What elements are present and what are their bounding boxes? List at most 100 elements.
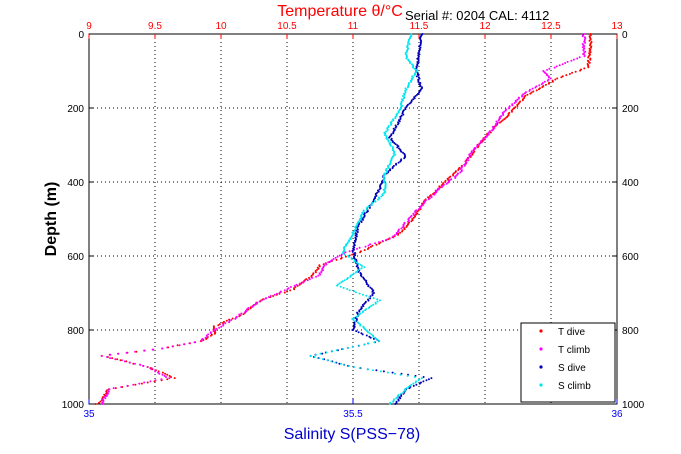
data-point bbox=[354, 240, 357, 243]
data-point bbox=[414, 211, 417, 214]
data-point bbox=[222, 324, 225, 327]
data-point bbox=[360, 267, 363, 270]
data-point bbox=[355, 315, 358, 318]
top-axis-title: Temperature θ/°C bbox=[277, 3, 403, 20]
data-point bbox=[260, 299, 263, 302]
data-point bbox=[243, 311, 246, 314]
data-point bbox=[107, 392, 109, 395]
data-point bbox=[376, 298, 379, 301]
data-point bbox=[410, 220, 413, 223]
data-point bbox=[365, 283, 368, 286]
top-axis-tick-label: 10 bbox=[215, 21, 227, 32]
data-point bbox=[355, 261, 358, 264]
data-point bbox=[367, 285, 370, 288]
data-point bbox=[494, 124, 497, 127]
data-point bbox=[342, 252, 345, 255]
data-point bbox=[273, 293, 276, 296]
data-point bbox=[139, 363, 142, 366]
data-point bbox=[401, 95, 404, 97]
data-point bbox=[412, 76, 415, 79]
data-point bbox=[353, 257, 356, 260]
data-point bbox=[561, 63, 564, 66]
data-point bbox=[104, 397, 107, 400]
data-point bbox=[114, 387, 117, 390]
data-point bbox=[360, 275, 363, 278]
legend-label: S climb bbox=[558, 381, 591, 392]
data-point bbox=[245, 310, 248, 313]
data-point bbox=[516, 105, 519, 107]
data-point bbox=[313, 356, 316, 358]
data-point bbox=[422, 380, 425, 383]
data-point bbox=[362, 305, 365, 308]
data-point bbox=[412, 382, 415, 385]
data-point bbox=[402, 391, 405, 394]
data-point bbox=[548, 67, 551, 70]
data-point bbox=[366, 248, 369, 250]
data-point bbox=[412, 384, 415, 387]
data-point bbox=[99, 400, 102, 403]
data-point bbox=[140, 382, 143, 385]
data-point bbox=[283, 289, 286, 292]
data-point bbox=[406, 374, 409, 377]
data-point bbox=[321, 269, 324, 272]
data-point bbox=[503, 110, 506, 113]
data-point bbox=[476, 145, 479, 148]
data-point bbox=[340, 362, 343, 365]
data-point bbox=[501, 119, 504, 122]
data-point bbox=[392, 400, 395, 403]
data-point bbox=[109, 353, 112, 356]
data-point bbox=[452, 174, 455, 177]
data-point bbox=[369, 286, 372, 289]
data-point bbox=[352, 345, 354, 348]
data-point bbox=[413, 376, 416, 378]
left-axis-tick-label: 1000 bbox=[62, 400, 85, 411]
legend-box bbox=[520, 322, 616, 403]
data-point bbox=[412, 66, 415, 69]
data-point bbox=[298, 282, 301, 285]
data-point bbox=[356, 231, 359, 233]
data-point bbox=[367, 244, 370, 247]
data-point bbox=[384, 187, 387, 190]
data-point bbox=[397, 111, 400, 114]
data-point bbox=[534, 86, 537, 89]
data-point bbox=[370, 333, 373, 336]
data-point bbox=[314, 353, 317, 356]
data-point bbox=[365, 334, 368, 337]
data-point bbox=[373, 341, 376, 344]
data-point bbox=[329, 260, 332, 263]
data-point bbox=[295, 283, 298, 286]
data-point bbox=[485, 135, 488, 138]
data-point bbox=[416, 93, 418, 96]
data-point bbox=[325, 351, 328, 354]
data-point bbox=[342, 363, 345, 366]
data-point bbox=[352, 253, 355, 256]
data-point bbox=[427, 198, 430, 201]
data-point bbox=[498, 121, 501, 124]
data-point bbox=[188, 342, 191, 345]
data-point bbox=[330, 360, 333, 363]
data-point bbox=[392, 152, 395, 155]
data-point bbox=[353, 290, 356, 293]
right-axis-tick-label: 400 bbox=[622, 178, 639, 189]
data-point bbox=[358, 292, 361, 295]
data-point bbox=[109, 357, 112, 360]
data-point bbox=[491, 125, 494, 128]
data-point bbox=[254, 303, 256, 306]
data-point bbox=[369, 245, 372, 248]
data-point bbox=[447, 181, 450, 184]
data-point bbox=[478, 143, 480, 146]
data-point bbox=[405, 226, 408, 228]
legend-label: S dive bbox=[558, 363, 586, 374]
data-point bbox=[272, 295, 275, 297]
data-point bbox=[314, 271, 317, 274]
data-point bbox=[316, 268, 318, 271]
data-point bbox=[394, 403, 397, 405]
data-point bbox=[529, 92, 532, 95]
data-point bbox=[513, 107, 516, 110]
data-point bbox=[354, 317, 357, 319]
data-point bbox=[581, 35, 584, 38]
data-point bbox=[417, 74, 420, 77]
data-point bbox=[417, 379, 420, 382]
data-point bbox=[125, 360, 128, 363]
data-point bbox=[267, 296, 270, 299]
